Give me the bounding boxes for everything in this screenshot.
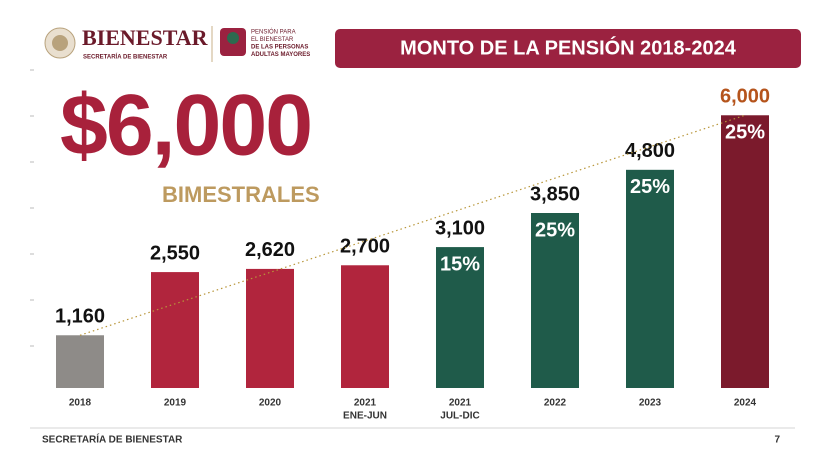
brand: BIENESTAR bbox=[82, 25, 209, 50]
increase-label: 15% bbox=[440, 253, 480, 275]
brand-sub: SECRETARÍA DE BIENESTAR bbox=[83, 53, 168, 61]
bar bbox=[151, 272, 199, 388]
value-label: 6,000 bbox=[720, 86, 770, 108]
program-line: EL BIENESTAR bbox=[251, 37, 294, 43]
bar bbox=[626, 169, 674, 388]
program-line: PENSIÓN PARA bbox=[251, 29, 296, 36]
value-label: 2,620 bbox=[245, 239, 295, 261]
increase-label: 25% bbox=[630, 176, 670, 198]
emblem-core bbox=[52, 35, 68, 51]
headline: $6,000 bbox=[60, 78, 311, 174]
program-icon-part bbox=[227, 32, 239, 44]
footer-left: SECRETARÍA DE BIENESTAR bbox=[42, 433, 183, 446]
value-label: 2,700 bbox=[340, 236, 390, 258]
program-line: DE LAS PERSONAS bbox=[251, 45, 308, 51]
value-label: 3,100 bbox=[435, 217, 485, 239]
x-tick-label: 2024 bbox=[734, 398, 757, 409]
plot: 1,160 2018 2,550 2019 2,620 2020 2,700 2021 ENE-… bbox=[30, 69, 770, 422]
bar bbox=[721, 115, 769, 388]
bar bbox=[56, 335, 104, 388]
page-number: 7 bbox=[774, 435, 780, 446]
x-tick-label: 2023 bbox=[639, 398, 662, 409]
x-tick-label: 2020 bbox=[259, 398, 282, 409]
value-label: 1,160 bbox=[55, 306, 105, 328]
bar bbox=[341, 265, 389, 388]
x-tick-label: 2021 bbox=[354, 398, 377, 409]
headline-sub: BIMESTRALES bbox=[162, 182, 320, 207]
title-box bbox=[335, 29, 801, 68]
bar bbox=[246, 268, 294, 388]
bar bbox=[436, 247, 484, 388]
program-line: ADULTAS MAYORES bbox=[251, 52, 310, 58]
value-label: 4,800 bbox=[625, 140, 675, 162]
x-tick-label: 2022 bbox=[544, 398, 567, 409]
bar bbox=[531, 213, 579, 388]
increase-label: 25% bbox=[725, 122, 765, 144]
x-tick-sublabel: ENE-JUN bbox=[343, 411, 387, 422]
x-tick-label: 2021 bbox=[449, 398, 472, 409]
x-tick-label: 2018 bbox=[69, 398, 92, 409]
value-label: 3,850 bbox=[530, 183, 580, 205]
chart-title: MONTO DE LA PENSIÓN 2018-2024 bbox=[400, 35, 737, 59]
value-label: 2,550 bbox=[150, 242, 200, 264]
increase-label: 25% bbox=[535, 219, 575, 241]
x-tick-label: 2019 bbox=[164, 398, 187, 409]
x-tick-sublabel: JUL-DIC bbox=[440, 411, 479, 422]
